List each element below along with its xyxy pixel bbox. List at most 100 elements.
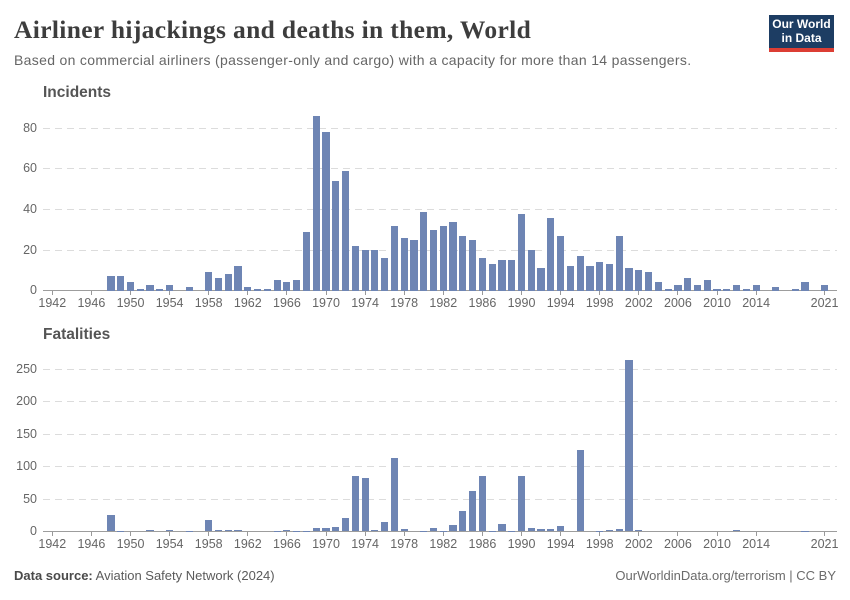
bar-incidents-2003 xyxy=(645,272,653,291)
x-tick-mark xyxy=(677,290,679,296)
y-tick-label: 0 xyxy=(30,283,37,298)
bar-incidents-1972 xyxy=(341,170,350,291)
bar-fatalities-1952 xyxy=(146,530,154,532)
bar-fatalities-1948 xyxy=(107,515,115,532)
bar-incidents-1974 xyxy=(361,250,369,291)
x-tick-label: 2002 xyxy=(624,536,653,551)
bar-fatalities-1966 xyxy=(283,530,291,532)
bar-fatalities-2002 xyxy=(635,529,643,532)
bar-incidents-1997 xyxy=(586,266,594,291)
x-tick-label: 1946 xyxy=(77,536,106,551)
y-tick-label: 250 xyxy=(16,361,37,376)
bar-incidents-1966 xyxy=(283,282,291,291)
gridline-y60 xyxy=(43,168,837,170)
bar-incidents-1986 xyxy=(478,258,486,291)
x-tick-mark xyxy=(51,531,53,536)
bar-fatalities-1988 xyxy=(498,523,506,532)
bar-fatalities-1999 xyxy=(605,530,614,532)
x-tick-label: 1978 xyxy=(390,295,419,310)
bar-fatalities-1974 xyxy=(361,478,369,532)
x-tick-mark xyxy=(560,290,562,296)
x-tick-mark xyxy=(403,290,405,296)
bar-incidents-1971 xyxy=(332,181,340,291)
x-tick-label: 1966 xyxy=(273,295,301,310)
bar-fatalities-1969 xyxy=(312,528,320,532)
bar-fatalities-1965 xyxy=(273,530,281,532)
x-tick-mark xyxy=(90,531,92,536)
bar-fatalities-1959 xyxy=(214,530,223,532)
data-source-value: Aviation Safety Network (2024) xyxy=(95,568,275,583)
y-tick-label: 40 xyxy=(23,201,37,216)
x-tick-mark xyxy=(824,531,826,536)
bar-incidents-1981 xyxy=(429,229,438,291)
bar-fatalities-2012 xyxy=(732,530,741,532)
x-tick-label: 1990 xyxy=(507,295,536,310)
x-tick-mark xyxy=(599,531,601,536)
bar-fatalities-1986 xyxy=(478,475,486,532)
bar-incidents-1948 xyxy=(107,276,115,291)
bar-incidents-1962 xyxy=(244,286,252,291)
bar-incidents-1963 xyxy=(253,288,262,291)
x-axis-line xyxy=(43,290,837,292)
bar-fatalities-1998 xyxy=(596,530,604,532)
bar-fatalities-1970 xyxy=(322,527,330,532)
bar-fatalities-1990 xyxy=(517,476,526,532)
bar-incidents-1992 xyxy=(537,268,545,291)
bar-incidents-1960 xyxy=(224,274,232,291)
y-tick-label: 20 xyxy=(23,242,37,257)
x-tick-mark xyxy=(755,531,757,536)
owid-logo-line2: in Data xyxy=(781,30,822,45)
bar-incidents-2009 xyxy=(703,280,711,291)
bar-fatalities-1972 xyxy=(341,517,350,532)
x-tick-label: 1942 xyxy=(38,295,67,310)
bar-incidents-1949 xyxy=(117,276,125,291)
x-tick-label: 1994 xyxy=(546,536,575,551)
footer-data-source: Data source: Aviation Safety Network (20… xyxy=(14,568,275,583)
bar-fatalities-1960 xyxy=(224,529,232,532)
y-tick-label: 50 xyxy=(23,491,37,506)
bar-incidents-1956 xyxy=(185,286,193,291)
x-tick-mark xyxy=(481,290,483,296)
footer-link[interactable]: OurWorldinData.org/terrorism | CC BY xyxy=(615,568,836,583)
x-tick-mark xyxy=(286,290,288,296)
x-axis-line xyxy=(43,531,837,532)
bar-fatalities-1954 xyxy=(166,529,174,532)
bar-fatalities-1961 xyxy=(234,529,242,532)
bar-incidents-1970 xyxy=(322,132,330,291)
x-tick-label: 2010 xyxy=(703,295,731,310)
x-tick-mark xyxy=(560,531,562,536)
owid-logo[interactable]: Our World in Data xyxy=(769,15,834,52)
bar-incidents-2005 xyxy=(664,288,672,291)
gridline-y80 xyxy=(43,127,837,129)
bar-incidents-1959 xyxy=(214,278,223,291)
x-tick-label: 2006 xyxy=(664,295,692,310)
bar-fatalities-2001 xyxy=(625,359,633,532)
bar-incidents-2004 xyxy=(654,282,662,291)
x-tick-mark xyxy=(286,531,288,536)
page-title: Airliner hijackings and deaths in them, … xyxy=(14,15,532,44)
x-tick-label: 1986 xyxy=(468,295,497,310)
bar-fatalities-1973 xyxy=(351,475,359,532)
x-tick-label: 1978 xyxy=(390,536,419,551)
x-tick-label: 1946 xyxy=(77,295,106,310)
x-tick-label: 1958 xyxy=(194,295,223,310)
x-tick-label: 2006 xyxy=(664,536,692,551)
bar-incidents-1964 xyxy=(263,288,271,291)
gridline-y40 xyxy=(43,208,837,210)
bar-fatalities-1996 xyxy=(576,450,584,532)
bar-incidents-2007 xyxy=(684,278,692,291)
bar-fatalities-1984 xyxy=(459,510,467,532)
bar-fatalities-1982 xyxy=(439,530,447,532)
y-tick-label: 80 xyxy=(23,120,37,135)
owid-logo-red-strip xyxy=(769,48,834,52)
bar-incidents-1953 xyxy=(156,288,164,291)
bar-fatalities-1958 xyxy=(205,519,213,532)
bar-incidents-1979 xyxy=(410,239,418,291)
bar-fatalities-1981 xyxy=(429,528,438,532)
x-tick-label: 1974 xyxy=(351,536,380,551)
bar-incidents-1969 xyxy=(312,116,320,291)
bar-incidents-1995 xyxy=(566,266,574,291)
bar-incidents-1982 xyxy=(439,225,447,291)
x-tick-mark xyxy=(677,531,679,536)
gridline-y100 xyxy=(43,466,837,468)
